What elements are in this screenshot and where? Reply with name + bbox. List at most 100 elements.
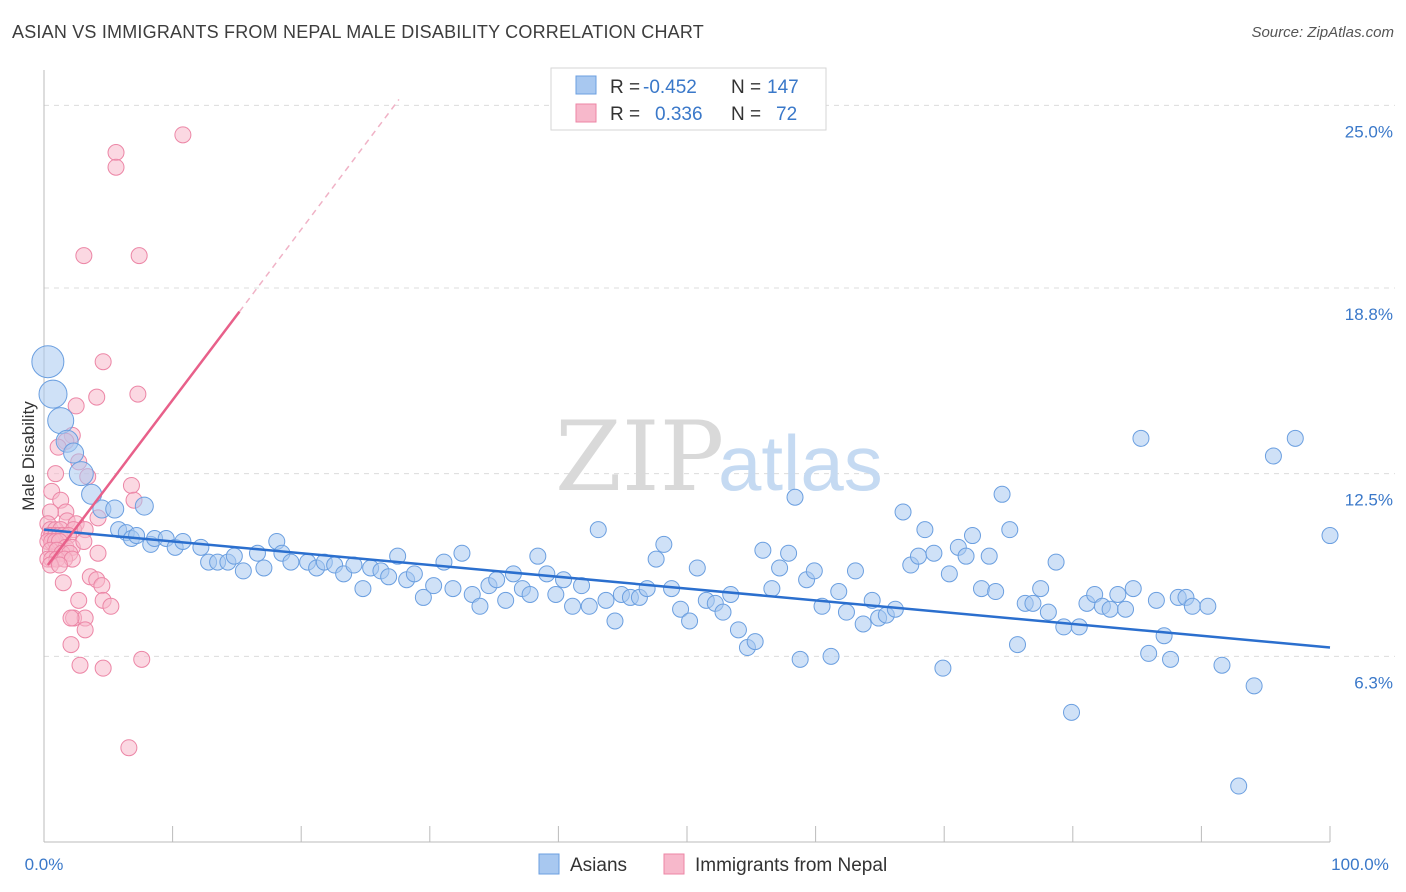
watermark: ZIP atlas [555, 401, 883, 513]
correlation-legend: R = -0.452 N = 147 R = 0.336 N = 72 [550, 67, 827, 131]
asians-point [830, 583, 848, 601]
nepal-point [93, 577, 111, 595]
nepal-point [130, 247, 148, 265]
asians-point [916, 521, 934, 539]
nepal-point [76, 621, 94, 639]
nepal-point [174, 126, 192, 144]
asians-point [1230, 777, 1248, 795]
asians-point [837, 603, 855, 621]
asians-point [606, 612, 624, 630]
asians-point [547, 585, 565, 603]
asians-point [972, 580, 990, 598]
legend-n-value-0: 147 [767, 77, 799, 98]
asians-point [1183, 597, 1201, 615]
asians-point [1155, 627, 1173, 645]
legend-n-label-1: N = [731, 104, 761, 125]
y-axis-label: Male Disability [19, 401, 38, 511]
asians-point [672, 600, 690, 618]
asians-point [1101, 600, 1119, 618]
asians-point [681, 612, 699, 630]
nepal-point [50, 556, 68, 574]
asians-point [1086, 585, 1104, 603]
asians-point [1039, 603, 1057, 621]
nepal-point [54, 574, 72, 592]
nepal-point [47, 465, 65, 483]
legend-r-label-1: R = [610, 104, 640, 125]
asians-point [1213, 656, 1231, 674]
y-tick-label: 25.0% [1345, 122, 1393, 141]
nepal-point [120, 739, 138, 757]
nepal-point [94, 659, 112, 677]
asians-point [105, 499, 125, 519]
legend-r-label-0: R = [610, 77, 640, 98]
asians-point [444, 580, 462, 598]
chart-title: ASIAN VS IMMIGRANTS FROM NEPAL MALE DISA… [12, 22, 704, 42]
asians-point [63, 442, 85, 464]
asians-point [529, 547, 547, 565]
nepal-point [88, 388, 106, 406]
nepal-point [62, 636, 80, 654]
asians-point [255, 559, 273, 577]
asians-point [68, 461, 94, 487]
asians-point [771, 559, 789, 577]
asians-point [854, 615, 872, 633]
y-tick-labels: 6.3% 12.5% 18.8% 25.0% [1345, 122, 1393, 692]
legend-box [550, 67, 827, 131]
asians-point [1063, 703, 1081, 721]
asians-point [414, 588, 432, 606]
asians-point [463, 585, 481, 603]
asians-point [1245, 677, 1263, 695]
asians-point [234, 562, 252, 580]
asians-point [763, 580, 781, 598]
series-legend-swatch-asians [538, 853, 560, 875]
asians-point [722, 585, 740, 603]
y-tick-label: 6.3% [1354, 673, 1393, 692]
asians-point [1055, 618, 1073, 636]
asians-point [1117, 600, 1135, 618]
asians-point [354, 580, 372, 598]
legend-n-value-1: 72 [776, 104, 797, 125]
nepal-trend-line [46, 310, 241, 566]
series-asians-points [31, 345, 1339, 795]
nepal-point [62, 609, 80, 627]
asians-point [688, 559, 706, 577]
asians-point [934, 659, 952, 677]
asians-point [31, 345, 65, 379]
asians-point [791, 650, 809, 668]
asians-point [957, 547, 975, 565]
legend-r-value-1: 0.336 [655, 104, 703, 125]
asians-point [497, 591, 515, 609]
nepal-point [129, 385, 147, 403]
asians-point [1140, 644, 1158, 662]
asians-point [754, 541, 772, 559]
asians-point [1264, 447, 1282, 465]
asians-point [1321, 527, 1339, 545]
asians-point [488, 571, 506, 589]
asians-point [597, 591, 615, 609]
asians-point [1047, 553, 1065, 571]
asians-point [940, 565, 958, 583]
series-legend-swatch-nepal [663, 853, 685, 875]
nepal-point [70, 591, 88, 609]
asians-point [47, 407, 75, 435]
asians-point [987, 583, 1005, 601]
asians-point [909, 547, 927, 565]
trend-lines [43, 99, 1331, 649]
series-legend: Asians Immigrants from Nepal [538, 853, 887, 876]
asians-point [647, 550, 665, 568]
asians-point [894, 503, 912, 521]
nepal-point [122, 476, 140, 494]
asians-point [38, 379, 68, 409]
watermark-zip: ZIP [555, 401, 724, 513]
asians-point [573, 577, 591, 595]
asians-point [580, 597, 598, 615]
asians-point [128, 527, 146, 545]
asians-point [471, 597, 489, 615]
asians-point [134, 496, 154, 516]
legend-n-label-0: N = [731, 77, 761, 98]
asians-point [1032, 580, 1050, 598]
asians-point [1124, 580, 1142, 598]
asians-point [389, 547, 407, 565]
asians-point [1132, 429, 1150, 447]
